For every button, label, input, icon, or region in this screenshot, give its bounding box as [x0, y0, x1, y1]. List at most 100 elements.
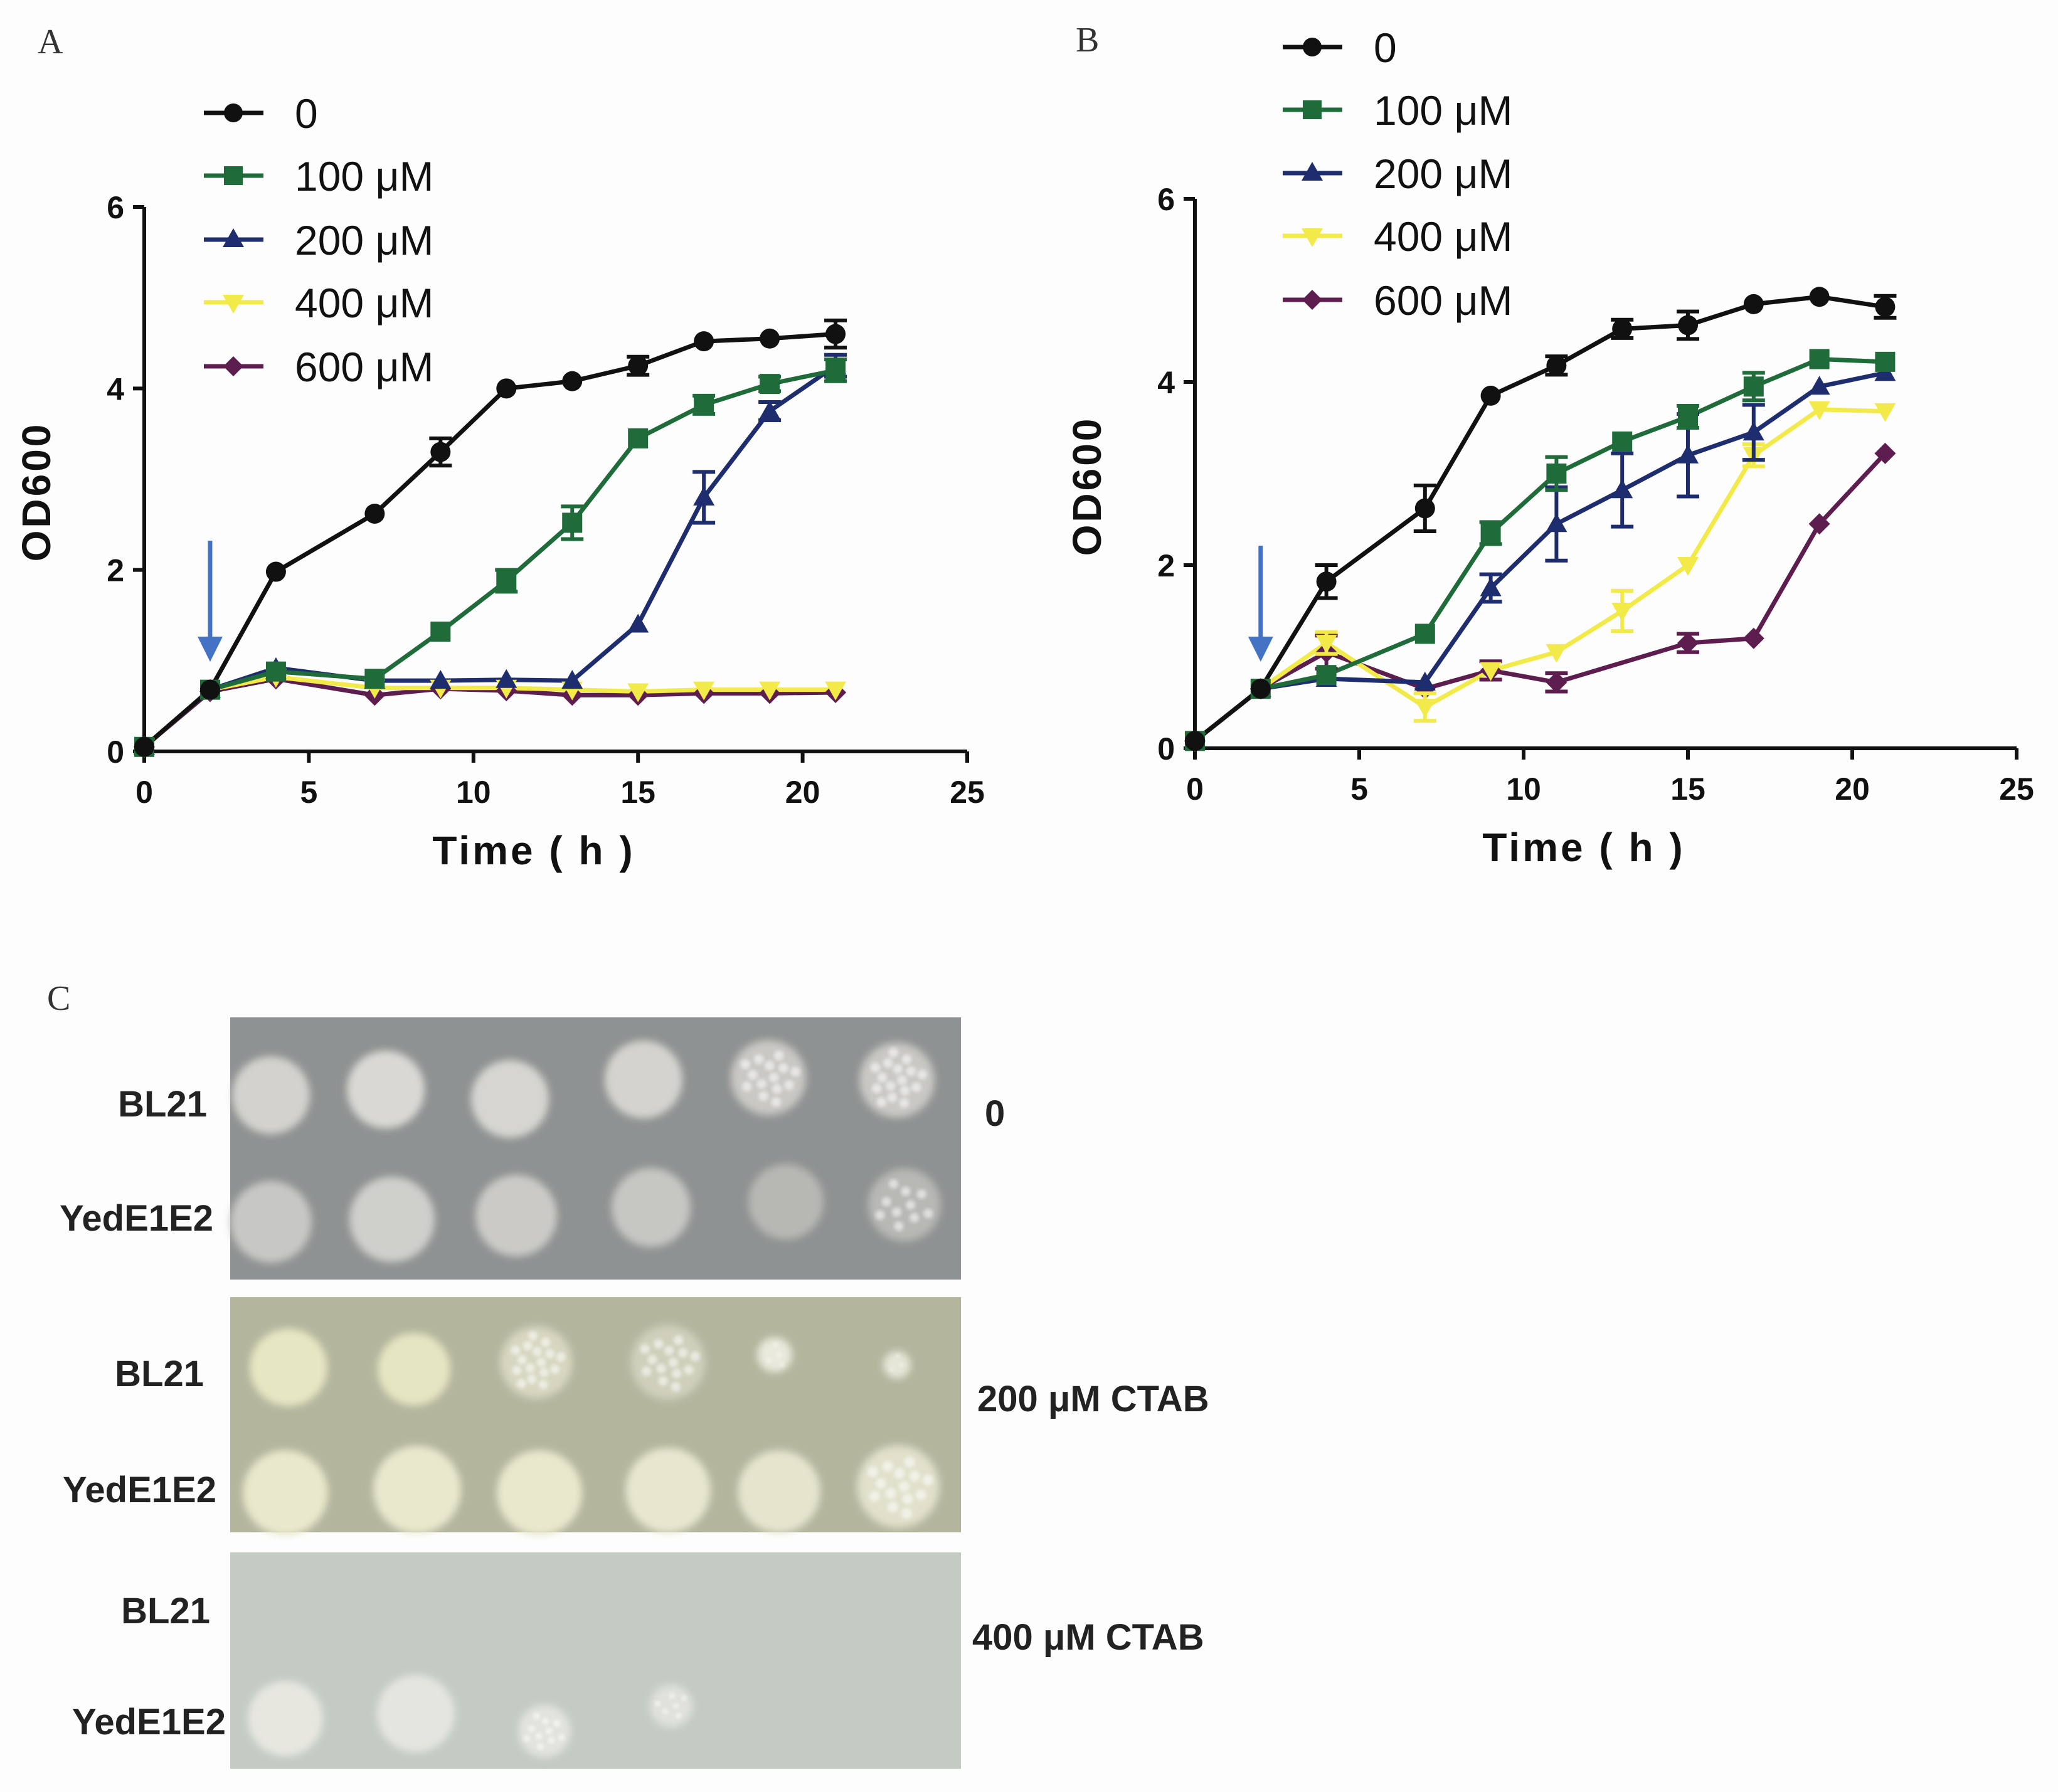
colony-spot: [475, 1175, 557, 1256]
colony-dot: [647, 1354, 657, 1365]
triangle-down-marker-icon: [1302, 228, 1323, 247]
chart-b-data-point: [1414, 623, 1435, 644]
colony-spot: [250, 1328, 327, 1406]
legend-b-item-200: 200 μM: [1283, 151, 1512, 197]
colony-dot: [892, 1207, 902, 1217]
plate-2-colonies: [243, 1325, 940, 1535]
chart-b-data-point: [1546, 513, 1567, 533]
colony-dot: [773, 1342, 778, 1347]
colony-spot: [518, 1705, 571, 1758]
chart-b-data-point: [1808, 401, 1830, 420]
colony-dot: [541, 1717, 549, 1725]
plate-1-colonies: [230, 1040, 941, 1263]
colony-dot: [897, 1075, 907, 1085]
colony-dot: [536, 1743, 544, 1750]
colony-dot: [887, 1501, 898, 1513]
colony-dot: [545, 1727, 553, 1735]
chart-a: 0 2 4 6 0 5 10 15 20 25 Time ( h ) OD600: [14, 190, 985, 873]
chart-b-series-line: [1193, 452, 1887, 743]
chart-b-data-point: [1480, 522, 1501, 543]
triangle-marker-icon: [223, 228, 244, 247]
colony-dot: [525, 1363, 535, 1373]
chart-b-data-point: [1742, 421, 1764, 441]
chart-b-y-tick-label: 6: [1157, 182, 1175, 217]
legend-a-label-100: 100 μM: [295, 153, 433, 199]
chart-b-data-point: [1611, 603, 1633, 622]
colony-dot: [662, 1709, 669, 1715]
colony-dot: [684, 1365, 694, 1375]
colony-dot: [532, 1347, 543, 1357]
legend-a-item-200: 200 μM: [204, 217, 433, 263]
colony-dot: [885, 1488, 896, 1499]
colony-dot: [673, 1335, 684, 1345]
plate-1-row-2-label: YedE1E2: [60, 1198, 213, 1239]
colony-dot: [877, 1073, 888, 1083]
chart-a-data-point: [694, 395, 714, 415]
plate-2-background: [230, 1297, 961, 1532]
colony-dot: [898, 1481, 910, 1492]
colony-dot: [917, 1069, 928, 1079]
colony-dot: [754, 1054, 764, 1064]
diamond-marker-icon: [223, 356, 243, 376]
colony-dot: [536, 1357, 546, 1367]
colony-dot: [909, 1470, 920, 1482]
colony-dot: [690, 1351, 700, 1362]
colony-dot: [889, 1368, 894, 1372]
chart-a-data-point: [825, 324, 846, 344]
colony-dot: [550, 1364, 560, 1374]
legend-a-item-400: 400 μM: [204, 280, 433, 326]
chart-a-data-point: [693, 486, 715, 506]
colony-dot: [773, 1050, 784, 1061]
colony-dot: [676, 1713, 682, 1719]
chart-b-data-point: [1546, 464, 1567, 484]
colony-spot: [731, 1040, 806, 1115]
colony-dot: [748, 1069, 758, 1080]
colony-dot: [658, 1376, 668, 1386]
arrow-down-icon: [197, 637, 223, 662]
colony-dot: [902, 1493, 913, 1505]
plate-2-row-1-label: BL21: [115, 1354, 204, 1394]
chart-a-data-point: [265, 561, 286, 582]
colony-dot: [758, 1091, 768, 1101]
chart-b-data-point: [1742, 627, 1764, 649]
panel-letter-b: B: [1076, 21, 1099, 60]
chart-a-data-point: [134, 736, 154, 757]
colony-dot: [672, 1703, 679, 1709]
colony-dot: [889, 1179, 899, 1189]
plate-2-condition-label: 200 μM CTAB: [977, 1379, 1209, 1419]
chart-b-data-point: [1250, 679, 1271, 699]
colony-dot: [881, 1197, 891, 1207]
chart-b-data-point: [1874, 403, 1896, 422]
colony-dot: [869, 1490, 880, 1502]
arrow-down-icon: [1248, 637, 1273, 662]
colony-spot: [378, 1333, 450, 1406]
chart-a-x-tick-label: 20: [785, 775, 820, 810]
chart-b-data-point: [1743, 294, 1764, 314]
legend-a-item-100: 100 μM: [204, 153, 433, 199]
chart-b-data-point: [1677, 557, 1699, 576]
colony-spot: [349, 1177, 435, 1262]
colony-dot: [522, 1341, 533, 1351]
colony-spot: [857, 1445, 940, 1528]
colony-dot: [900, 1085, 910, 1096]
colony-dot: [511, 1345, 521, 1355]
colony-dot: [671, 1369, 682, 1379]
colony-dot: [669, 1693, 675, 1699]
plate-3-row-1-label: BL21: [121, 1591, 210, 1631]
colony-dot: [923, 1209, 933, 1219]
colony-dot: [916, 1189, 926, 1199]
chart-b-data-point: [1875, 351, 1896, 372]
legend-b-item-400: 400 μM: [1283, 213, 1512, 260]
colony-spot: [612, 1168, 691, 1247]
chart-b-data-point: [1677, 444, 1699, 464]
square-marker-icon: [1303, 100, 1322, 119]
chart-b-data-point: [1414, 671, 1436, 691]
colony-spot: [471, 1060, 549, 1138]
legend-b-label-0: 0: [1374, 24, 1397, 71]
legend-b-label-400: 400 μM: [1374, 213, 1512, 260]
chart-b-x-tick-label: 15: [1670, 771, 1705, 807]
colony-dot: [886, 1081, 896, 1091]
plate-1-condition-label: 0: [985, 1093, 1005, 1134]
plate-2-row-2-label: YedE1E2: [63, 1470, 216, 1510]
chart-a-y-tick-label: 2: [107, 553, 124, 588]
